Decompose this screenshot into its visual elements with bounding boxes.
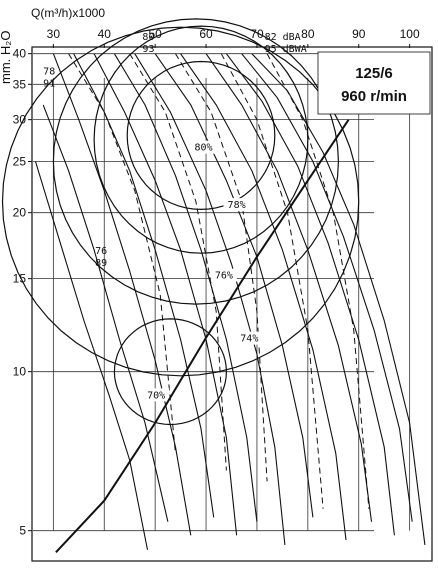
series-line — [225, 53, 395, 536]
sound-level-label-bottom: 91 — [43, 79, 55, 90]
efficiency-label-bg — [143, 388, 170, 402]
title-box — [317, 51, 431, 115]
x-tick-label: 80 — [301, 27, 315, 41]
sound-level-label-bottom: 93 — [142, 44, 154, 55]
pd-curve — [55, 119, 350, 553]
dashed-series-line — [266, 53, 370, 509]
series-line — [93, 53, 238, 536]
series-line — [180, 53, 347, 541]
efficiency-label: 76% — [215, 271, 233, 282]
y-tick-label: 35 — [13, 77, 27, 91]
efficiency-contour — [113, 318, 228, 426]
sound-level-label-top: 76 — [95, 246, 107, 257]
sound-level-label-bottom: 95 dBWA — [265, 44, 307, 55]
efficiency-label-bg — [190, 140, 217, 154]
y-tick-label: 30 — [13, 113, 27, 127]
y-tick-label: 5 — [19, 524, 26, 538]
x-tick-label: 90 — [352, 27, 366, 41]
efficiency-label-bg — [210, 268, 237, 282]
series-line — [134, 53, 286, 545]
chart-subtitle: 960 r/min — [341, 88, 407, 105]
efficiency-label: 74% — [240, 334, 258, 345]
efficiency-label-bg — [236, 331, 263, 345]
x-tick-label: 70 — [250, 27, 264, 41]
dashed-series-line — [129, 53, 227, 471]
series-line — [113, 53, 258, 522]
series-line — [241, 53, 413, 522]
chart-title: 125/6 — [355, 65, 393, 82]
series-line — [42, 104, 169, 522]
x-tick-label: 60 — [199, 27, 213, 41]
series-line — [34, 161, 149, 550]
sound-level-label-top: 78 — [43, 67, 55, 78]
efficiency-contour — [52, 18, 340, 305]
series-line — [73, 53, 215, 518]
y-tick-label: 40 — [13, 47, 27, 61]
dashed-series-line — [68, 53, 176, 454]
sound-level-label-top: 80 — [142, 32, 154, 43]
efficiency-label: 80% — [194, 143, 212, 154]
sound-level-label-top: 82 dBA — [265, 32, 301, 43]
x-tick-label: 100 — [400, 27, 420, 41]
efficiency-contours: 80% 78% 76% 74% 70% — [1, 18, 360, 426]
y-tick-label: 20 — [13, 206, 27, 220]
x-tick-label: 40 — [98, 27, 112, 41]
efficiency-contour — [93, 25, 309, 254]
sound-level-label-bottom: 89 — [95, 258, 107, 269]
efficiency-label: 70% — [147, 390, 165, 401]
y-axis-label: mm. H₂O — [0, 31, 13, 84]
plot-frame — [31, 46, 433, 562]
y-tick-label: 25 — [13, 154, 27, 168]
x-axis-label: Q(m³/h)x1000 — [31, 6, 105, 20]
series-line — [52, 53, 192, 536]
efficiency-label-bg — [223, 198, 250, 212]
y-tick-label: 10 — [13, 365, 27, 379]
efficiency-label: 78% — [228, 200, 246, 211]
x-tick-label: 30 — [47, 27, 61, 41]
x-axis-ticks: 30 40 50 60 70 80 90 100 — [47, 27, 420, 48]
x-tick-label: 50 — [148, 27, 162, 41]
efficiency-contour — [1, 26, 360, 377]
